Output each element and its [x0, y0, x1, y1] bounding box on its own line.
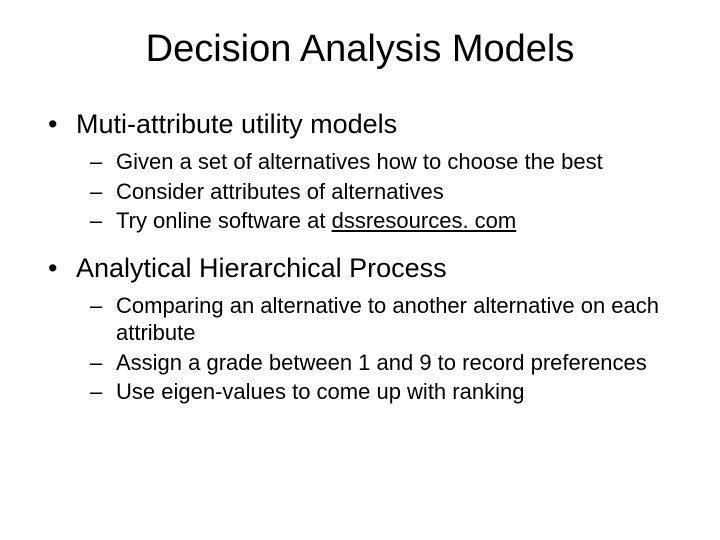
bullet-item: Analytical Hierarchical Process Comparin…: [40, 253, 680, 406]
bullet-item: Muti-attribute utility models Given a se…: [40, 109, 680, 235]
sub-bullet-item: Comparing an alternative to another alte…: [76, 292, 680, 347]
link-dssresources[interactable]: dssresources. com: [332, 208, 517, 233]
sub-bullet-text: Assign a grade between 1 and 9 to record…: [116, 350, 647, 375]
bullet-text: Muti-attribute utility models: [76, 109, 397, 139]
bullet-text: Analytical Hierarchical Process: [76, 253, 447, 283]
slide-title: Decision Analysis Models: [40, 28, 680, 71]
sub-bullet-list: Given a set of alternatives how to choos…: [76, 148, 680, 235]
sub-bullet-text: Consider attributes of alternatives: [116, 179, 444, 204]
sub-bullet-item: Given a set of alternatives how to choos…: [76, 148, 680, 176]
sub-bullet-text: Comparing an alternative to another alte…: [116, 293, 659, 346]
sub-bullet-prefix: Try online software at: [116, 208, 332, 233]
bullet-list: Muti-attribute utility models Given a se…: [40, 109, 680, 406]
sub-bullet-text: Given a set of alternatives how to choos…: [116, 149, 603, 174]
sub-bullet-item: Use eigen-values to come up with ranking: [76, 378, 680, 406]
sub-bullet-list: Comparing an alternative to another alte…: [76, 292, 680, 406]
sub-bullet-item: Assign a grade between 1 and 9 to record…: [76, 349, 680, 377]
sub-bullet-item: Try online software at dssresources. com: [76, 207, 680, 235]
sub-bullet-item: Consider attributes of alternatives: [76, 178, 680, 206]
sub-bullet-text: Use eigen-values to come up with ranking: [116, 379, 524, 404]
